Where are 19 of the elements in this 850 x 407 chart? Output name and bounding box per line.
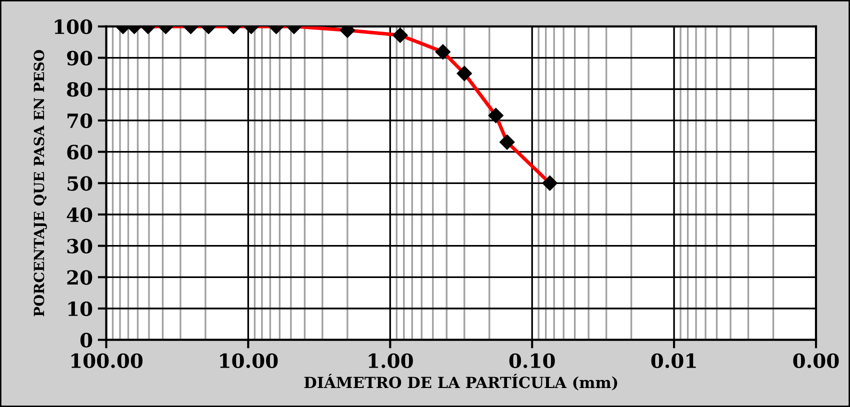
y-tick-label: 100 [54,19,92,34]
y-tick-label: 0 [80,332,92,348]
x-tick-label: 1.00 [368,353,413,368]
y-tick-label: 30 [67,238,92,254]
x-axis-title: DIÁMETRO DE LA PARTÍCULA (mm) [304,374,618,390]
x-tick-label: 10.00 [220,353,278,368]
x-tick-label: 0.00 [793,353,839,368]
x-tick-label: 100.00 [71,353,143,368]
y-tick-label: 20 [67,270,92,285]
y-tick-label: 50 [68,176,92,191]
y-tick-label: 70 [68,113,92,128]
y-tick-label: 80 [67,82,92,97]
x-tick-label: 0.10 [509,353,555,368]
y-tick-label: 10 [68,301,92,316]
x-tick-label: 0.01 [651,353,696,368]
y-tick-label: 60 [67,144,92,160]
y-axis-title: PORCENTAJE QUE PASA EN PESO [34,50,47,316]
y-tick-label: 90 [67,50,92,66]
y-tick-label: 40 [66,207,92,222]
